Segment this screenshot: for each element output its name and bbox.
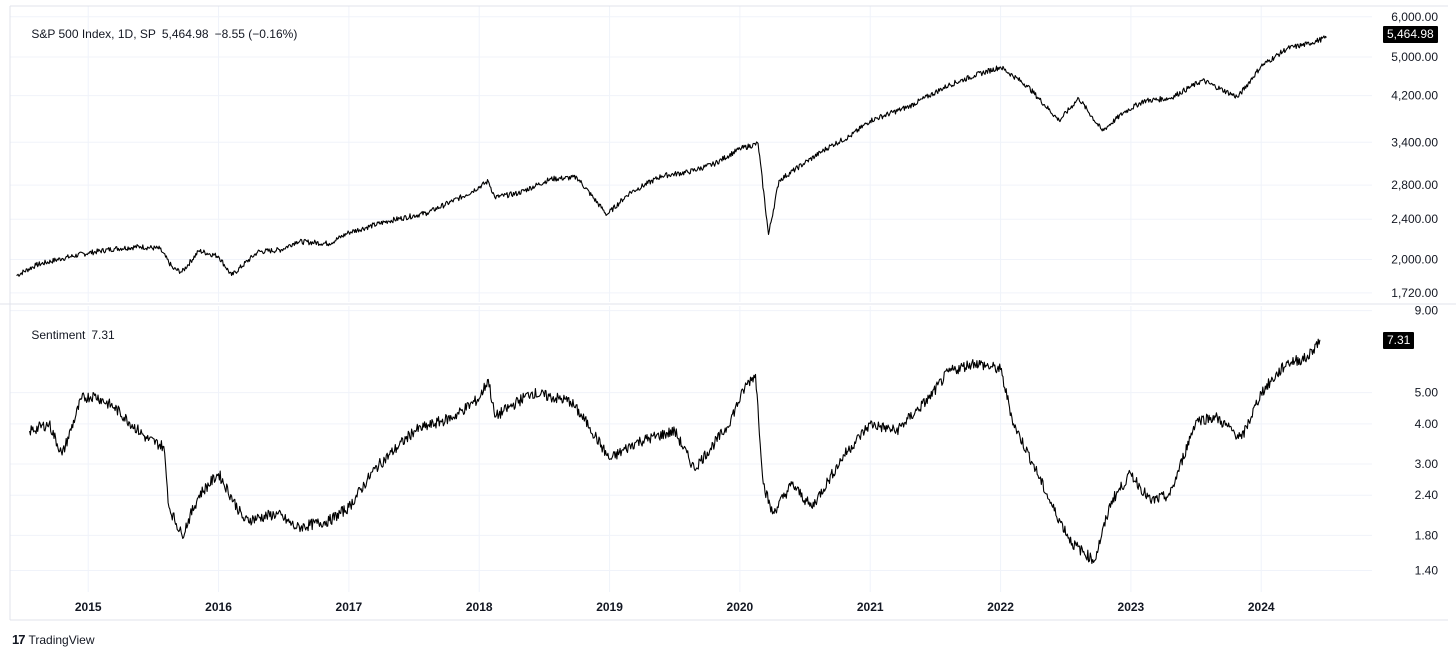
x-tick-label: 2019 [596,600,623,614]
y-tick-label: 2,800.00 [1391,178,1438,192]
price-last-value-badge: 5,464.98 [1383,26,1438,43]
tradingview-brand-name: TradingView [28,632,95,647]
x-tick-label: 2020 [727,600,754,614]
grid-layer [10,6,1372,592]
axis-layer: 6,000.00 5,000.00 4,200.00 3,400.00 2,800.00… [0,5,1456,621]
price-legend-title: S&P 500 Index, 1D, SP [31,27,156,41]
y-tick-label: 2,000.00 [1391,252,1438,266]
sentiment-last-value-badge: 7.31 [1383,332,1415,349]
x-tick-label: 2016 [205,600,232,614]
y-tick-label: 2.40 [1415,488,1439,502]
y-tick-label: 4,200.00 [1391,89,1438,103]
price-legend-change: −8.55 (−0.16%) [214,27,298,41]
y-tick-label: 1,720.00 [1391,286,1438,300]
y-tick-label: 9.00 [1415,304,1439,318]
x-tick-label: 2023 [1118,600,1145,614]
sentiment-legend[interactable]: Sentiment 7.31 [18,314,121,356]
price-legend[interactable]: S&P 500 Index, 1D, SP 5,464.98 −8.55 (−0.1… [18,13,303,55]
y-tick-label: 4.00 [1415,417,1439,431]
x-tick-label: 2015 [75,600,102,614]
x-tick-label: 2017 [336,600,363,614]
tradingview-logo-icon: 17 [12,632,26,647]
y-tick-label: 1.80 [1415,528,1439,542]
sentiment-series-line [29,338,1321,565]
y-tick-label: 5.00 [1415,386,1439,400]
y-tick-label: 3,400.00 [1391,135,1438,149]
sentiment-legend-title: Sentiment [31,328,86,342]
x-tick-label: 2021 [857,600,884,614]
y-tick-label: 2,400.00 [1391,212,1438,226]
x-tick-label: 2018 [466,600,493,614]
sp500-series-line [16,35,1327,277]
y-tick-label: 6,000.00 [1391,10,1438,24]
price-legend-value: 5,464.98 [161,27,209,41]
y-tick-label: 5,000.00 [1391,50,1438,64]
x-tick-label: 2024 [1248,600,1275,614]
series-layer [16,35,1327,565]
tradingview-brand[interactable]: 17 TradingView [12,632,95,647]
y-tick-label: 1.40 [1415,563,1439,577]
x-tick-label: 2022 [987,600,1014,614]
y-tick-label: 3.00 [1415,457,1439,471]
sentiment-legend-value: 7.31 [91,328,115,342]
